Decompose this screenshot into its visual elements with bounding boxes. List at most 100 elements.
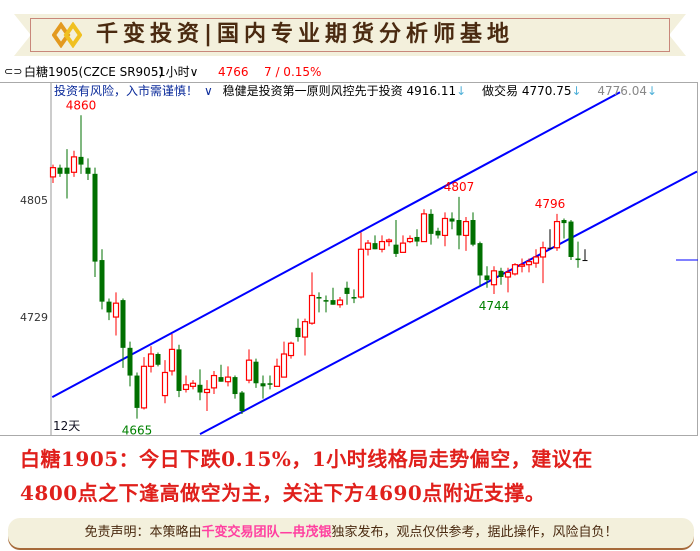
candle-body (147, 353, 155, 367)
chart-panel[interactable] (0, 82, 698, 436)
candle-body (280, 353, 288, 378)
candle-body (336, 299, 344, 306)
candle-body (134, 375, 140, 408)
price-annotation: 4744 (479, 299, 510, 313)
price-annotation: 4796 (535, 197, 566, 211)
candle-body (330, 300, 336, 305)
candle-body (189, 382, 197, 387)
channel-line (199, 170, 698, 435)
candle-body (435, 230, 441, 236)
banner-title: 千变投资|国内专业期货分析师基地 (96, 22, 515, 47)
candle-body (197, 384, 203, 393)
price-annotation: 4807 (444, 180, 475, 194)
candle-body (498, 270, 504, 277)
arrow-down-icon: ↓ (456, 84, 467, 98)
candle-body (378, 240, 386, 250)
candle-body (92, 173, 98, 262)
candle-body (176, 349, 182, 391)
candle-body (344, 287, 350, 294)
candle-body (484, 275, 490, 281)
candle-body (518, 264, 526, 267)
candle-body (414, 236, 420, 242)
candle-body (399, 242, 407, 253)
symbol-label[interactable]: 白糖1905(CZCE SR905) (24, 65, 164, 79)
candle-body (428, 213, 434, 234)
candle-body (273, 365, 281, 387)
candle-body (295, 327, 301, 338)
candle-body (127, 347, 133, 376)
candle-body (490, 270, 498, 286)
candle-body (99, 260, 105, 302)
risk-warning: 投资有风险，入市需谨慎！ (54, 84, 199, 98)
trade-label: 做交易 (482, 84, 519, 98)
candle-body (553, 220, 561, 249)
info-bar: 投资有风险，入市需谨慎！ ∨ 稳健是投资第一原则风控先于投资 4916.11↓ 做… (54, 83, 669, 99)
candle-body (218, 377, 224, 382)
candle-body (155, 354, 161, 365)
value2: 4770.75 (521, 84, 572, 98)
analysis-line-1: 白糖1905：今日下跌0.15%，1小时线格局走势偏空，建议在 (20, 447, 593, 471)
channel-line (51, 91, 621, 399)
candle-body (210, 374, 218, 389)
price-change: 7 / 0.15% (264, 65, 322, 79)
disclaimer-prefix: 免责声明：本策略由 (84, 525, 202, 540)
candle-body (372, 243, 378, 250)
value3: 4776.04 (597, 84, 647, 98)
period-label: 1小时 (158, 65, 190, 79)
chart-toolbar: ⊂⊃ 白糖1905(CZCE SR905) 1小时∨ 4766 7 / 0.15… (0, 62, 700, 82)
candle-body (85, 167, 91, 174)
motto-text: 稳健是投资第一原则风控先于投资 4916.11↓ (223, 84, 473, 98)
candle-body (182, 384, 190, 391)
candle-body (168, 348, 176, 372)
candle-body (575, 258, 581, 261)
candle-body (70, 156, 78, 173)
last-price: 4766 (218, 65, 249, 79)
candle-body (462, 220, 470, 237)
candle-body (49, 167, 57, 178)
candle-body (547, 247, 553, 249)
candle-body (161, 371, 169, 397)
candle-body (316, 297, 322, 299)
candle-body (287, 342, 295, 357)
candle-body (511, 264, 519, 275)
period-select[interactable]: 1小时∨ (158, 62, 198, 82)
candle-body (385, 239, 393, 243)
value3-text: 4776.04↓ (597, 84, 663, 98)
candle-body (112, 302, 120, 318)
candle-body (449, 218, 455, 222)
candle-body (393, 244, 399, 254)
candle-body (504, 271, 512, 278)
period-count-label: 12天 (53, 419, 80, 433)
candle-body (323, 300, 329, 302)
candle-body (364, 242, 372, 250)
candle-body (470, 220, 476, 245)
logo-icon (52, 22, 82, 48)
candle-body (357, 248, 365, 298)
banner-border (30, 18, 670, 52)
candle-body (406, 237, 414, 243)
candle-body (203, 388, 211, 394)
candle-body (232, 377, 238, 395)
value1: 4916.11 (406, 84, 457, 98)
candle-body (267, 383, 273, 385)
price-annotation: 4665 (122, 424, 153, 438)
disclaimer: 免责声明：本策略由千变交易团队—冉茂银独家发布，观点仅供参考，据此操作，风险自负… (8, 518, 694, 548)
candle-body (582, 260, 588, 262)
price-annotation: 4860 (66, 98, 97, 112)
candle-body (568, 221, 574, 257)
candle-body (561, 220, 567, 224)
team-name: 千变交易团队—冉茂银 (201, 525, 332, 540)
candle-body (239, 392, 245, 411)
arrow-down-icon: ↓ (646, 84, 658, 98)
candle-body (224, 376, 232, 383)
link-icon[interactable]: ⊂⊃ (4, 65, 23, 78)
candle-body (532, 256, 540, 264)
candle-body (351, 297, 357, 299)
y-tick-label: 4729 (20, 311, 48, 324)
candle-body (78, 156, 84, 165)
candle-body (57, 167, 63, 174)
chevron-down-icon[interactable]: ∨ (204, 84, 213, 98)
chevron-down-icon: ∨ (189, 65, 199, 79)
candle-body (245, 359, 253, 381)
